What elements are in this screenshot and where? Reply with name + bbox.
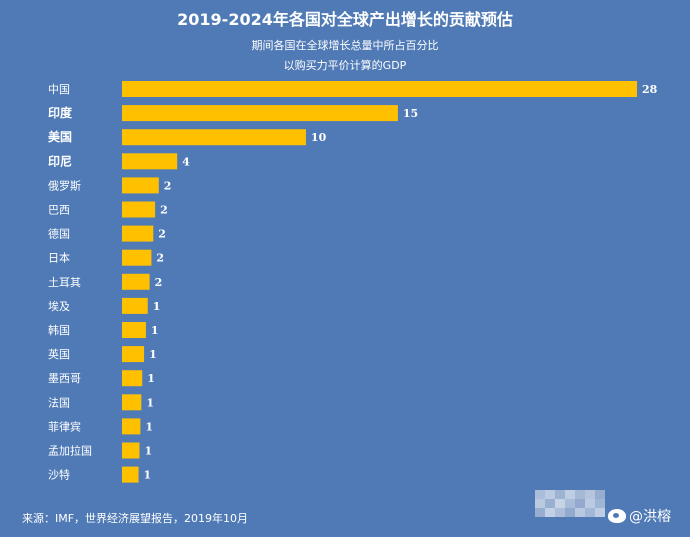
bar-16: [122, 466, 139, 483]
value-label: 1: [145, 420, 153, 433]
bar-2: [122, 129, 306, 146]
bar-13: [122, 394, 142, 411]
value-label: 15: [403, 107, 418, 120]
chart-subtitle-line1: 期间各国在全球增长总量中所占百分比: [251, 39, 439, 52]
category-label: 韩国: [48, 323, 70, 337]
watermark-text: @洪榕: [629, 509, 671, 525]
bar-0: [122, 81, 637, 97]
category-label: 美国: [48, 129, 72, 144]
bar-3: [122, 153, 178, 170]
value-label: 10: [311, 131, 327, 144]
category-label: 墨西哥: [48, 372, 81, 385]
value-label: 2: [164, 179, 172, 192]
bar-7: [122, 249, 152, 266]
bar-12: [122, 370, 143, 387]
category-label: 孟加拉国: [48, 444, 92, 458]
bar-15: [122, 442, 140, 459]
chart-subtitle-line2: 以购买力平价计算的GDP: [283, 59, 407, 72]
category-label: 德国: [48, 227, 70, 241]
value-label: 28: [642, 83, 658, 96]
bar-9: [122, 297, 148, 314]
bar-6: [122, 225, 154, 242]
category-label: 日本: [48, 251, 70, 265]
value-label: 1: [144, 445, 152, 458]
category-label: 英国: [48, 347, 70, 361]
category-label: 印尼: [48, 154, 72, 168]
category-label: 印度: [48, 105, 73, 120]
value-label: 2: [156, 252, 164, 265]
category-label: 沙特: [48, 468, 70, 482]
bar-8: [122, 273, 150, 290]
value-label: 4: [182, 155, 190, 168]
category-label: 中国: [48, 83, 70, 96]
bar-4: [122, 177, 159, 194]
bar-11: [122, 346, 145, 363]
value-label: 1: [151, 324, 159, 337]
value-label: 2: [155, 276, 163, 289]
bar-14: [122, 418, 141, 435]
category-label: 土耳其: [48, 276, 81, 289]
value-label: 1: [146, 396, 154, 409]
category-label: 俄罗斯: [48, 179, 81, 192]
value-label: 1: [144, 469, 152, 482]
value-label: 1: [147, 372, 155, 385]
mosaic-watermark-blur: [535, 490, 605, 518]
value-label: 1: [153, 300, 161, 313]
source-note: 来源：IMF，世界经济展望报告，2019年10月: [22, 512, 249, 525]
value-label: 2: [160, 204, 168, 217]
category-label: 菲律宾: [48, 419, 81, 433]
value-label: 2: [158, 228, 166, 241]
category-label: 巴西: [48, 204, 70, 217]
bar-10: [122, 322, 146, 338]
weibo-watermark: @洪榕: [608, 506, 671, 526]
category-label: 法国: [48, 395, 70, 409]
bar-5: [122, 201, 156, 218]
bar-1: [122, 105, 398, 122]
value-label: 1: [149, 348, 157, 361]
category-label: 埃及: [48, 299, 70, 313]
weibo-icon: [608, 509, 626, 523]
chart-title: 2019-2024年各国对全球产出增长的贡献预估: [177, 10, 513, 29]
